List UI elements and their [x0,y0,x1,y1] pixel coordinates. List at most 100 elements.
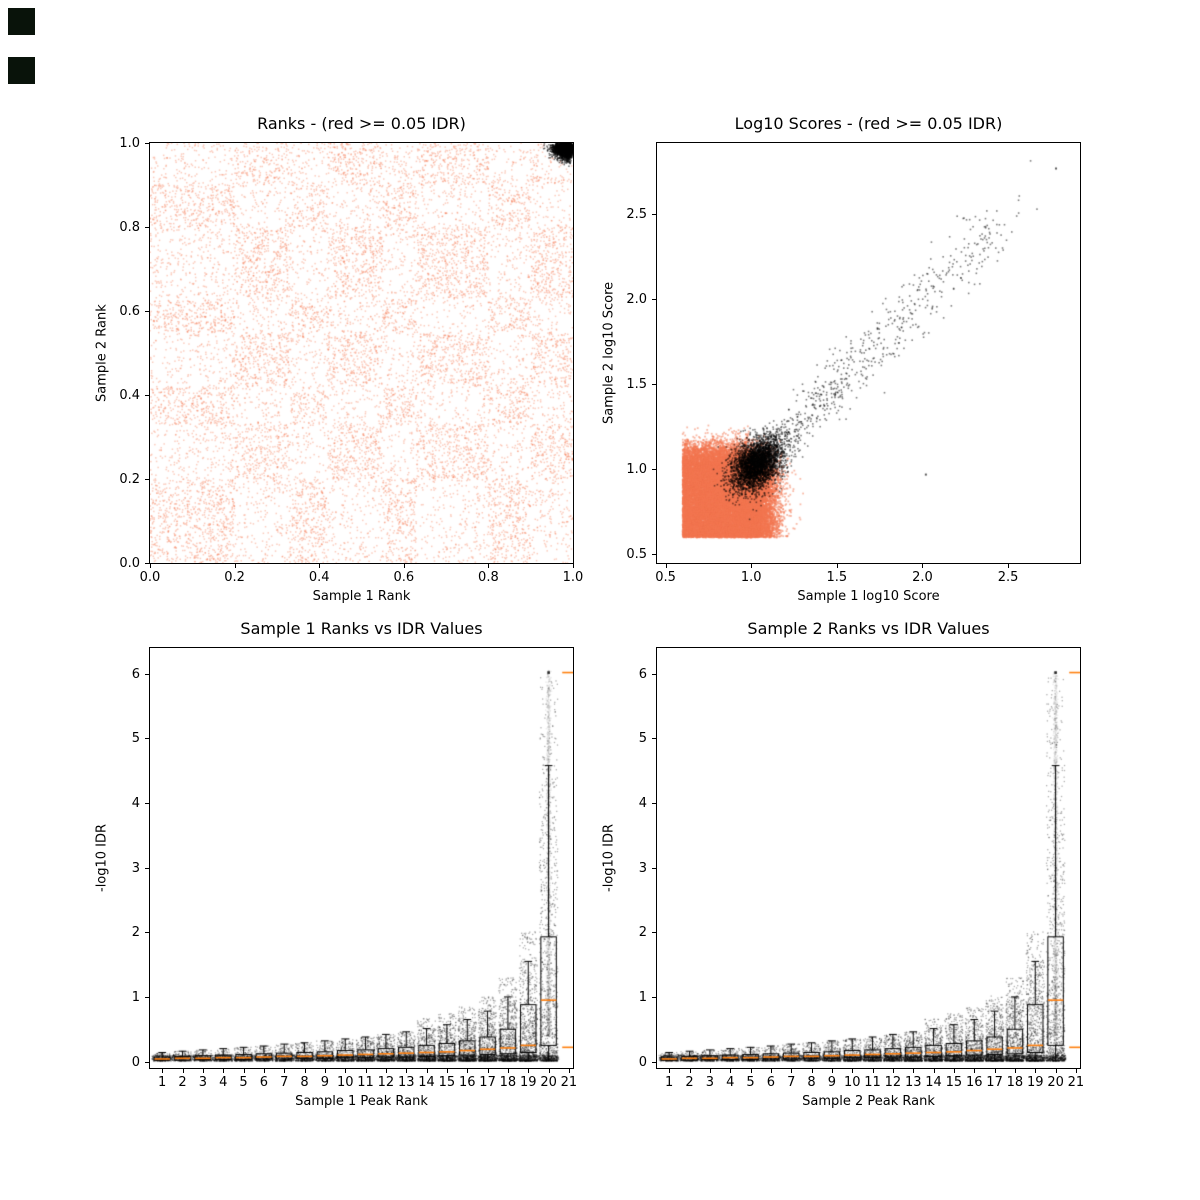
y-tick-label: 0 [638,1054,647,1070]
sample2-idr-title: Sample 2 Ranks vs IDR Values [747,619,990,638]
x-tick-label: 8 [807,1075,816,1090]
y-tick-mark [652,384,656,386]
x-tick-mark [1014,1069,1016,1073]
x-tick-label: 13 [904,1075,922,1090]
x-tick-mark [922,564,924,568]
x-tick-mark [994,1069,996,1073]
x-tick-mark [365,1069,367,1073]
x-tick-mark [892,1069,894,1073]
x-tick-mark [730,1069,732,1073]
y-tick-label: 0.8 [119,220,140,235]
y-tick-mark [652,214,656,216]
y-tick-label: 3 [131,860,140,876]
x-tick-label: 9 [320,1075,330,1090]
x-tick-label: 4 [219,1075,228,1090]
sample1-idr-title: Sample 1 Ranks vs IDR Values [240,619,483,638]
x-tick-label: 15 [438,1075,456,1090]
y-tick-label: 0.4 [119,388,140,403]
y-tick-mark [145,996,149,998]
x-tick-mark [345,1069,347,1073]
y-tick-label: 2.0 [626,292,647,308]
x-tick-label: 9 [827,1075,837,1090]
y-tick-label: 0.2 [119,472,140,487]
y-tick-label: 0 [131,1054,140,1070]
x-tick-label: 3 [705,1075,715,1090]
y-tick-mark [145,143,149,144]
x-tick-mark [852,1069,854,1073]
x-tick-mark [403,564,405,568]
x-tick-mark [1055,1069,1057,1073]
x-tick-mark [202,1069,204,1073]
x-tick-mark [488,564,490,568]
x-tick-mark [669,1069,671,1073]
x-tick-mark [568,1069,570,1073]
x-tick-mark [665,564,667,568]
scores-scatter-canvas [657,143,1080,563]
x-tick-mark [182,1069,184,1073]
scores-plot-area [656,142,1081,564]
ranks-ylabel: Sample 2 Rank [94,304,110,402]
x-tick-mark [319,564,321,568]
y-tick-label: 4 [131,796,140,812]
x-tick-label: 11 [357,1075,374,1090]
x-tick-mark [507,1069,509,1073]
y-tick-label: 2.5 [626,207,647,223]
x-tick-mark [324,1069,326,1073]
sample1-idr-plot-area [149,647,574,1069]
x-tick-mark [974,1069,976,1073]
x-tick-label: 8 [300,1075,309,1090]
y-tick-mark [652,867,656,869]
x-tick-label: 11 [864,1075,881,1090]
y-tick-mark [145,1061,149,1063]
ranks-plot-area [149,142,574,564]
x-tick-mark [1075,1069,1077,1073]
x-tick-mark [750,1069,752,1073]
y-tick-label: 1 [131,989,140,1005]
x-tick-label: 5 [239,1075,248,1090]
artifact-square-top [8,8,35,35]
x-tick-mark [791,1069,793,1073]
y-tick-label: 5 [131,731,140,747]
y-tick-mark [652,299,656,301]
scores-title: Log10 Scores - (red >= 0.05 IDR) [734,114,1003,133]
y-tick-mark [652,932,656,934]
x-tick-label: 1 [665,1075,674,1090]
y-tick-mark [652,1061,656,1063]
y-tick-label: 0.5 [626,547,647,563]
x-tick-label: 2 [178,1075,187,1090]
scores-ylabel: Sample 2 log10 Score [601,281,617,425]
x-tick-label: 14 [925,1075,942,1090]
y-tick-mark [145,479,149,480]
x-tick-mark [406,1069,408,1073]
x-tick-label: 0.5 [655,570,676,585]
x-tick-mark [528,1069,530,1073]
y-tick-mark [145,673,149,675]
x-tick-label: 18 [499,1075,517,1090]
x-tick-label: 10 [843,1075,861,1090]
y-tick-label: 1 [638,989,647,1005]
x-tick-mark [487,1069,489,1073]
x-tick-label: 19 [519,1075,537,1090]
y-tick-mark [145,395,149,396]
x-tick-mark [913,1069,915,1073]
x-tick-label: 7 [280,1075,289,1090]
artifact-square-bottom [8,57,35,84]
x-tick-mark [836,564,838,568]
x-tick-mark [811,1069,813,1073]
y-tick-label: 1.5 [626,377,647,393]
x-tick-label: 12 [377,1075,395,1090]
x-tick-mark [304,1069,306,1073]
x-tick-mark [467,1069,469,1073]
y-tick-mark [145,738,149,740]
x-tick-mark [709,1069,711,1073]
x-tick-mark [426,1069,428,1073]
y-tick-mark [652,554,656,556]
ranks-xlabel: Sample 1 Rank [312,589,411,604]
x-tick-mark [872,1069,874,1073]
x-tick-label: 2.5 [997,570,1019,585]
sample1-idr-xlabel: Sample 1 Peak Rank [295,1094,428,1109]
sample2-idr-xlabel: Sample 2 Peak Rank [802,1094,935,1109]
x-tick-label: 17 [986,1075,1003,1090]
y-tick-label: 5 [638,731,647,747]
ranks-title: Ranks - (red >= 0.05 IDR) [257,114,466,133]
